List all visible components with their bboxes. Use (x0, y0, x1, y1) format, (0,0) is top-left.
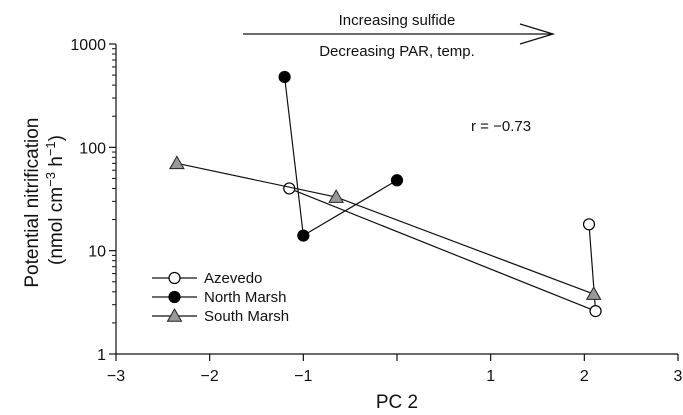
series-line-azevedo (289, 187, 597, 313)
series-south-marsh (169, 155, 602, 300)
data-point-south-marsh (169, 155, 185, 170)
legend: Azevedo North Marsh South Marsh (152, 270, 289, 325)
x-tick-label: −3 (107, 368, 125, 385)
series-layer (169, 70, 602, 318)
legend-item-north-marsh: North Marsh (152, 289, 287, 306)
y-axis-title-sup1: −3 (43, 172, 58, 187)
y-axis-title: Potential nitrification (nmol cm−3 h−1) (22, 112, 67, 287)
axes: −3 −2 −1 1 2 3 1 10 100 1000 (70, 37, 682, 385)
y-tick-label: 1 (97, 347, 106, 364)
y-tick-label: 1000 (70, 37, 106, 54)
legend-marker-south-marsh (166, 307, 183, 322)
y-axis-title-line2: (nmol cm (46, 187, 67, 265)
y-tick-label: 10 (88, 244, 106, 261)
correlation-label: r = −0.73 (471, 118, 531, 135)
x-tick-label: −2 (201, 368, 219, 385)
x-axis-title: PC 2 (376, 392, 418, 413)
x-tick-label: 1 (486, 368, 495, 385)
y-axis-title-end: ) (46, 135, 67, 141)
legend-label: Azevedo (204, 270, 262, 287)
x-tick-label: 2 (580, 368, 589, 385)
arrow-label-top: Increasing sulfide (339, 12, 456, 29)
y-axis-title-sup2: −1 (43, 141, 58, 156)
data-point-azevedo (589, 305, 602, 318)
legend-item-south-marsh: South Marsh (152, 307, 289, 325)
data-point-south-marsh (328, 189, 344, 203)
series-north-marsh (278, 70, 404, 242)
legend-label: South Marsh (204, 308, 289, 325)
y-axis-title-mid: h (46, 156, 67, 172)
series-line-north-marsh (284, 76, 398, 237)
legend-marker-north-marsh (168, 290, 181, 304)
x-tick-label: −1 (294, 368, 312, 385)
legend-marker-azevedo (168, 271, 181, 285)
pc2-arrow: Increasing sulfide Decreasing PAR, temp. (243, 12, 556, 60)
data-point-north-marsh (390, 174, 404, 187)
x-tick-label: 3 (674, 368, 683, 385)
legend-label: North Marsh (204, 289, 287, 306)
data-point-north-marsh (297, 229, 310, 242)
data-point-south-marsh (585, 286, 602, 300)
data-point-north-marsh (278, 70, 291, 84)
y-axis-title-line1: Potential nitrification (22, 118, 43, 288)
arrow-label-bottom: Decreasing PAR, temp. (319, 43, 475, 60)
series-azevedo (283, 182, 602, 318)
legend-item-azevedo: Azevedo (152, 270, 262, 287)
arrow-head (519, 23, 556, 45)
y-tick-label: 100 (79, 140, 106, 157)
data-point-azevedo (582, 218, 596, 231)
